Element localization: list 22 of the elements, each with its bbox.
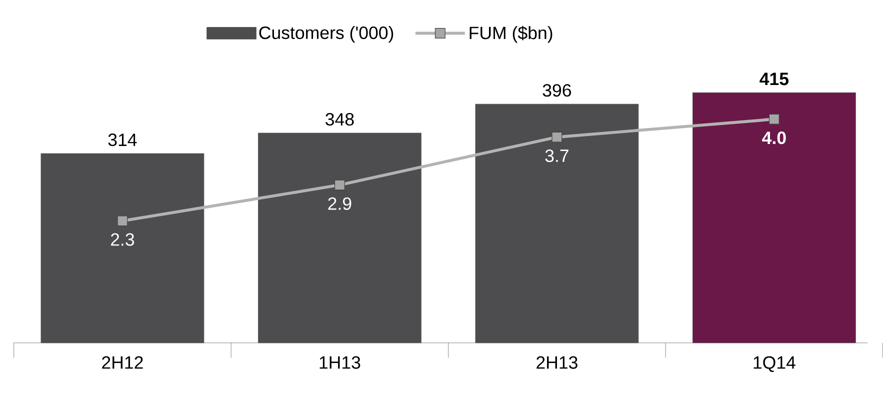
data-label: 2.9 <box>328 197 352 210</box>
data-label: 348 <box>326 112 354 126</box>
point <box>768 114 780 124</box>
data-label: 415 <box>760 72 789 86</box>
point <box>334 180 345 190</box>
legend-label: Customers ('000) <box>259 26 394 43</box>
x-tick-label: 2H13 <box>536 356 578 369</box>
data-label: 4.0 <box>762 131 786 144</box>
point <box>117 216 128 226</box>
x-tick-label: 2H12 <box>102 356 143 369</box>
data-label: 396 <box>542 84 571 97</box>
bar <box>692 92 856 343</box>
bar <box>475 104 639 343</box>
data-label: 314 <box>108 133 137 146</box>
data-label: 2.3 <box>110 233 134 246</box>
data-label: 3.7 <box>545 149 568 162</box>
legend-label: FUM ($bn) <box>470 26 552 43</box>
x-tick-label: 1Q14 <box>754 356 796 372</box>
x-tick-label: 1H13 <box>320 356 360 369</box>
point <box>552 132 562 142</box>
bar <box>258 132 422 343</box>
bar <box>40 153 204 343</box>
